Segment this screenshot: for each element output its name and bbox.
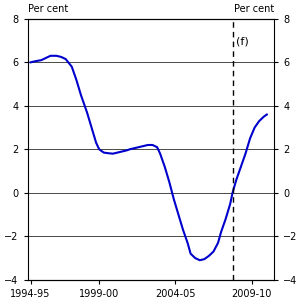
Text: Per cent: Per cent bbox=[27, 4, 68, 14]
Text: Per cent: Per cent bbox=[234, 4, 275, 14]
Text: (f): (f) bbox=[236, 36, 249, 46]
